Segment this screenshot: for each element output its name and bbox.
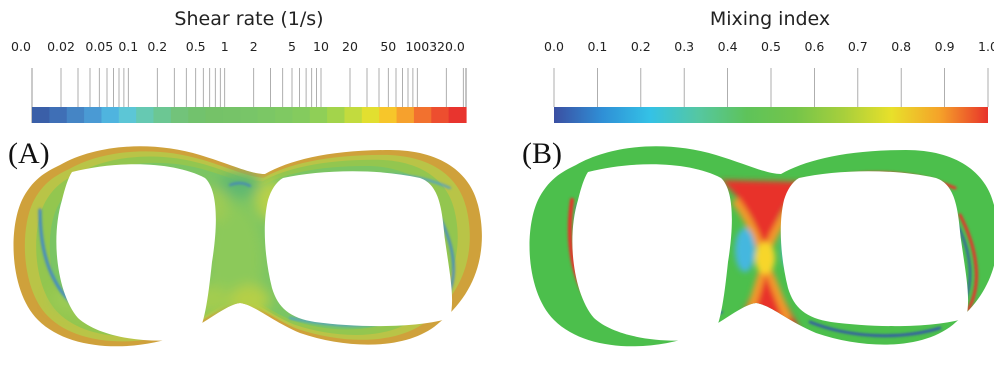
panel-label-b: (B) (522, 137, 562, 170)
shear-rate-color-band (275, 107, 293, 123)
shear-rate-tick-label: 0.5 (186, 39, 206, 54)
mixing-index-field (529, 146, 994, 347)
shear-rate-color-band (84, 107, 103, 123)
shear-rate-color-band (49, 107, 68, 123)
shear-rate-color-band (205, 107, 224, 123)
shear-rate-color-band (32, 107, 50, 123)
mixing-index-tick-label: 1.0 (978, 39, 994, 54)
shear-rate-color-band (153, 107, 172, 123)
shear-rate-color-band (222, 107, 241, 123)
mixing-index-tick-label: 0.7 (848, 39, 868, 54)
shear-rate-color-band (240, 107, 259, 123)
shear-rate-color-band (413, 107, 432, 123)
mixing-index-tick-label: 0.3 (674, 39, 694, 54)
shear-rate-tick-label: 0.1 (118, 39, 138, 54)
shear-rate-tick-label: 320.0 (429, 39, 465, 54)
shear-rate-field (13, 146, 482, 347)
mixing-index-tick-label: 0.2 (631, 39, 651, 54)
shear-rate-tick-label: 1 (221, 39, 229, 54)
shear-rate-color-band (431, 107, 450, 123)
shear-rate-tick-label: 50 (380, 39, 396, 54)
shear-rate-colorbar (32, 107, 467, 123)
shear-rate-color-band (170, 107, 189, 123)
shear-rate-tick-label: 20 (342, 39, 358, 54)
mixing-index-colorbar (554, 107, 988, 123)
panel-a: Shear rate (1/s) 0.0 0.02 0.05 0.1 0.2 0.5 1 2 5… (8, 8, 482, 347)
left-rotor-hole-a (56, 164, 216, 341)
shear-rate-color-band (257, 107, 276, 123)
left-rotor-hole-b (572, 164, 732, 341)
mixing-index-tick-label: 0.1 (587, 39, 607, 54)
shear-rate-color-band (66, 107, 85, 123)
right-rotor-hole-b (780, 171, 969, 327)
mixing-index-tick-label: 0.9 (935, 39, 955, 54)
shear-rate-color-band (396, 107, 415, 123)
shear-rate-tick-label: 0.0 (11, 39, 31, 54)
shear-rate-tick-label: 2 (250, 39, 258, 54)
shear-rate-color-band (188, 107, 207, 123)
mixing-index-tick-labels: 0.0 0.1 0.2 0.3 0.4 0.5 0.6 0.7 0.8 0.9 1.0 (544, 39, 994, 54)
shear-rate-color-band (361, 107, 380, 123)
shear-rate-color-band (136, 107, 155, 123)
shear-rate-tick-label: 100 (405, 39, 429, 54)
shear-rate-color-band (118, 107, 137, 123)
shear-rate-tick-labels: 0.0 0.02 0.05 0.1 0.2 0.5 1 2 5 10 20 50 100 320.0 (11, 39, 465, 54)
mixing-index-tick-label: 0.8 (891, 39, 911, 54)
right-rotor-hole-a (264, 171, 453, 327)
shear-rate-color-band (344, 107, 363, 123)
shear-rate-tick-label: 10 (313, 39, 329, 54)
mixing-index-tick-label: 0.5 (761, 39, 781, 54)
mixing-index-tick-lines (553, 68, 989, 107)
shear-rate-color-band (292, 107, 311, 123)
shear-rate-colorbar-title: Shear rate (1/s) (174, 8, 323, 30)
shear-rate-tick-label: 0.02 (47, 39, 75, 54)
shear-rate-color-band (309, 107, 328, 123)
shear-rate-tick-label: 0.2 (147, 39, 167, 54)
mixing-index-tick-label: 0.6 (804, 39, 824, 54)
shear-rate-tick-label: 0.05 (85, 39, 113, 54)
mixing-index-tick-label: 0.4 (718, 39, 738, 54)
mixing-index-tick-label: 0.0 (544, 39, 564, 54)
shear-rate-color-band (101, 107, 120, 123)
shear-rate-color-band (448, 107, 467, 123)
shear-rate-tick-label: 5 (288, 39, 296, 54)
mixing-index-colorbar-title: Mixing index (710, 8, 830, 30)
panel-label-a: (A) (8, 137, 50, 170)
shear-rate-color-band (327, 107, 346, 123)
panel-b: Mixing index 0.0 0.1 0.2 0.3 0.4 0.5 0.6 0.7 0.8… (522, 8, 994, 347)
shear-rate-color-band (379, 107, 398, 123)
